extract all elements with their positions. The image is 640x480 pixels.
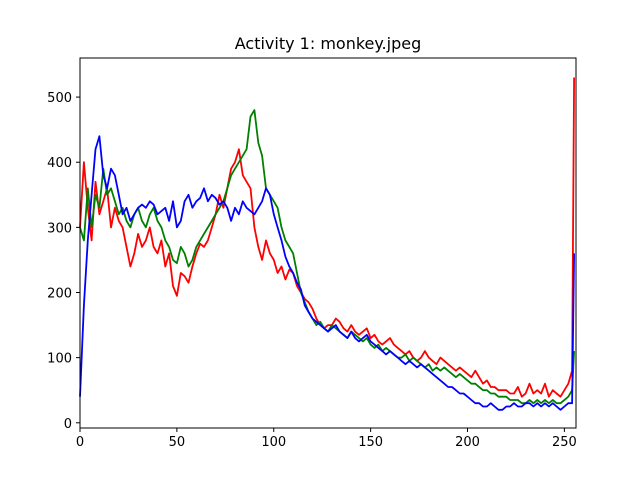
x-tick-label: 150 — [358, 435, 383, 450]
y-tick-label: 300 — [47, 221, 72, 236]
series-layer — [79, 77, 575, 411]
x-tick-label: 200 — [455, 435, 480, 450]
plot-frame — [79, 57, 577, 429]
y-tick-label: 200 — [47, 287, 72, 302]
x-tick-label: 250 — [552, 435, 577, 450]
series-line-0 — [79, 77, 575, 398]
y-tick-label: 0 — [64, 417, 72, 432]
y-tick-label: 100 — [47, 352, 72, 367]
x-tick-label: 50 — [169, 435, 186, 450]
series-line-2 — [79, 135, 575, 411]
y-axis: 0 100 200 300 400 500 — [47, 91, 80, 432]
x-tick-label: 0 — [76, 435, 84, 450]
y-tick-label: 500 — [47, 91, 72, 106]
y-tick-label: 400 — [47, 156, 72, 171]
chart-title: Activity 1: monkey.jpeg — [235, 34, 422, 53]
x-tick-label: 100 — [261, 435, 286, 450]
x-axis: 0 50 100 150 200 250 — [76, 428, 577, 450]
